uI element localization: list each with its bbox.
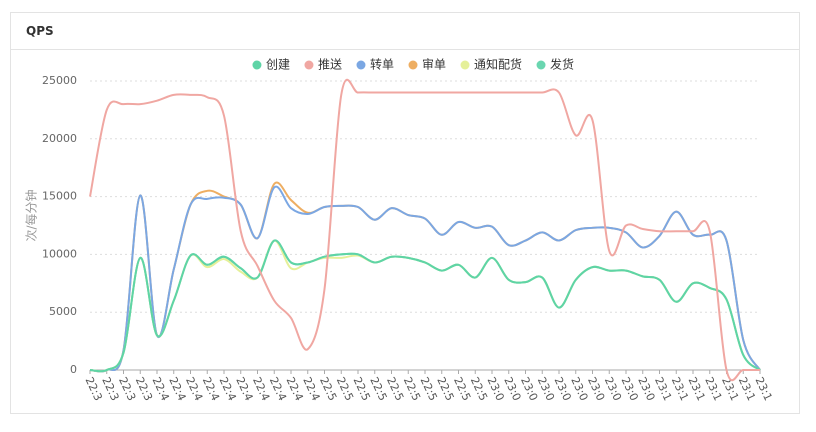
legend-label: 发货: [550, 57, 574, 72]
y-tick-label: 20000: [42, 132, 77, 145]
legend-item[interactable]: 审单: [408, 57, 447, 72]
legend-swatch: [304, 60, 314, 70]
legend-item[interactable]: 推送: [304, 57, 342, 72]
panel-title: QPS: [11, 13, 799, 50]
legend-item[interactable]: 转单: [356, 57, 394, 72]
legend-item[interactable]: 创建: [252, 58, 290, 72]
series-line: [89, 185, 761, 373]
legend-item[interactable]: 通知配货: [460, 57, 523, 72]
series-line: [89, 239, 761, 373]
legend-swatch: [536, 60, 546, 70]
legend-item[interactable]: 发货: [536, 57, 575, 72]
x-tick-label: 23:1: [753, 375, 775, 403]
y-tick-label: 10000: [42, 247, 77, 260]
series-line: [89, 239, 761, 373]
series-line: [89, 181, 761, 373]
legend-swatch: [356, 60, 366, 70]
legend-label: 审单: [422, 57, 446, 72]
y-tick-label: 5000: [49, 305, 77, 318]
series-line: [89, 78, 760, 382]
y-axis-label: 次/每分钟: [24, 189, 39, 241]
legend-swatch: [460, 60, 470, 70]
series-line: [89, 239, 761, 373]
y-tick-label: 15000: [42, 190, 77, 203]
legend-label: 创建: [266, 58, 290, 72]
legend-label: 转单: [370, 57, 394, 72]
y-tick-label: 0: [70, 363, 77, 376]
panel: QPS: [10, 12, 800, 414]
legend-swatch: [252, 60, 262, 70]
legend-label: 推送: [318, 57, 342, 72]
y-tick-label: 25000: [42, 74, 77, 87]
legend-label: 通知配货: [474, 57, 522, 72]
legend: 创建 推送 转单 审单 通知配货 发货: [252, 57, 574, 72]
legend-swatch: [408, 60, 418, 70]
